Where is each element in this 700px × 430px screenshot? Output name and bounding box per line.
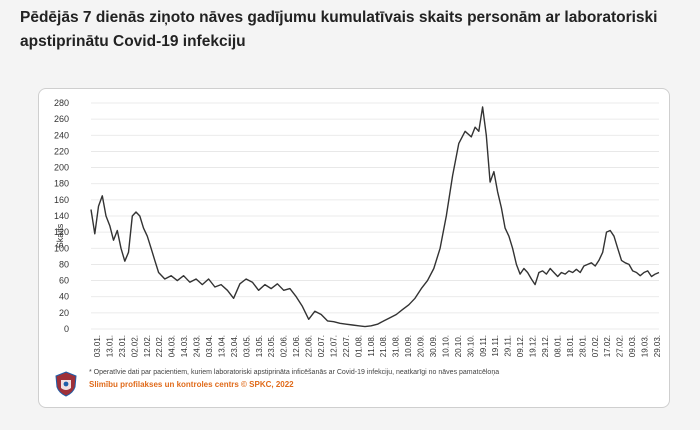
x-tick-label: 04.03. — [168, 335, 177, 357]
y-tick-label: 100 — [54, 243, 69, 253]
x-tick-label: 20.09. — [417, 335, 426, 357]
y-tick-label: 40 — [59, 292, 69, 302]
x-tick-label: 12.07. — [329, 335, 338, 357]
x-tick-label: 13.05. — [255, 335, 264, 357]
x-tick-label: 02.06. — [280, 335, 289, 357]
x-tick-label: 24.03. — [193, 335, 202, 357]
x-tick-label: 08.01. — [553, 335, 562, 357]
y-tick-label: 140 — [54, 211, 69, 221]
x-tick-label: 21.08. — [379, 335, 388, 357]
x-tick-label: 22.06. — [305, 335, 314, 357]
x-tick-label: 18.01. — [566, 335, 575, 357]
x-tick-label: 09.11. — [479, 335, 488, 357]
coat-of-arms-icon — [55, 371, 77, 397]
x-tick-label: 17.02. — [603, 335, 612, 357]
x-tick-label: 11.08. — [367, 335, 376, 357]
series-line — [90, 106, 660, 328]
x-tick-label: 14.03. — [180, 335, 189, 357]
y-tick-label: 80 — [59, 259, 69, 269]
x-tick-label: 07.02. — [591, 335, 600, 357]
footnote: * Operatīvie dati par pacientiem, kuriem… — [89, 369, 500, 376]
x-tick-label: 03.04. — [205, 335, 214, 357]
x-tick-label: 29.11. — [504, 335, 513, 357]
y-tick-label: 240 — [54, 130, 69, 140]
x-tick-label: 13.04. — [217, 335, 226, 357]
x-tick-label: 19.11. — [491, 335, 500, 357]
y-tick-label: 180 — [54, 179, 69, 189]
y-axis-label: Skaits — [55, 223, 65, 248]
y-tick-label: 200 — [54, 163, 69, 173]
y-tick-label: 260 — [54, 114, 69, 124]
x-tick-label: 03.05. — [242, 335, 251, 357]
x-tick-label: 03.01. — [93, 335, 102, 357]
x-tick-label: 28.01. — [578, 335, 587, 357]
y-tick-label: 160 — [54, 195, 69, 205]
x-tick-label: 30.10. — [466, 335, 475, 357]
y-tick-label: 20 — [59, 308, 69, 318]
x-tick-label: 13.01. — [105, 335, 114, 357]
chart-card: 0 20 40 60 80 100 120 140 160 180 200 220 240 260 280 S… — [38, 88, 670, 408]
line-chart: 0 20 40 60 80 100 120 140 160 180 200 220 240 260 280 S… — [54, 98, 662, 357]
x-tick-label: 02.07. — [317, 335, 326, 357]
y-tick-label: 120 — [54, 227, 69, 237]
x-axis: 03.01. 13.01. 23.01. 02.02. 12.02. 22.02. 04.0… — [93, 335, 662, 357]
x-tick-label: 12.06. — [292, 335, 301, 357]
x-tick-label: 22.02. — [155, 335, 164, 357]
x-tick-label: 12.02. — [143, 335, 152, 357]
y-tick-label: 0 — [64, 324, 69, 334]
x-tick-label: 29.03. — [653, 335, 662, 357]
x-tick-label: 23.05. — [267, 335, 276, 357]
x-tick-label: 19.12. — [529, 335, 538, 357]
x-tick-label: 19.03. — [641, 335, 650, 357]
y-axis: 0 20 40 60 80 100 120 140 160 180 200 220 240 260 280 S… — [54, 98, 69, 334]
x-tick-label: 22.07. — [342, 335, 351, 357]
x-tick-label: 09.03. — [628, 335, 637, 357]
x-tick-label: 23.01. — [118, 335, 127, 357]
x-tick-label: 29.12. — [541, 335, 550, 357]
x-tick-label: 02.02. — [130, 335, 139, 357]
x-tick-label: 10.10. — [441, 335, 450, 357]
x-tick-label: 23.04. — [230, 335, 239, 357]
x-tick-label: 20.10. — [454, 335, 463, 357]
source-credit: Slimību profilakses un kontroles centrs … — [89, 380, 294, 389]
grid-layer — [91, 102, 659, 330]
x-tick-label: 27.02. — [616, 335, 625, 357]
x-tick-label: 01.08. — [354, 335, 363, 357]
x-tick-label: 30.09. — [429, 335, 438, 357]
y-tick-label: 60 — [59, 276, 69, 286]
x-tick-label: 31.08. — [392, 335, 401, 357]
y-tick-label: 220 — [54, 146, 69, 156]
x-tick-label: 09.12. — [516, 335, 525, 357]
x-tick-label: 10.09. — [404, 335, 413, 357]
page-title: Pēdējās 7 dienās ziņoto nāves gadījumu k… — [20, 9, 658, 50]
spkc-logo — [51, 369, 81, 399]
series-layer — [90, 106, 660, 328]
y-tick-label: 280 — [54, 98, 69, 108]
